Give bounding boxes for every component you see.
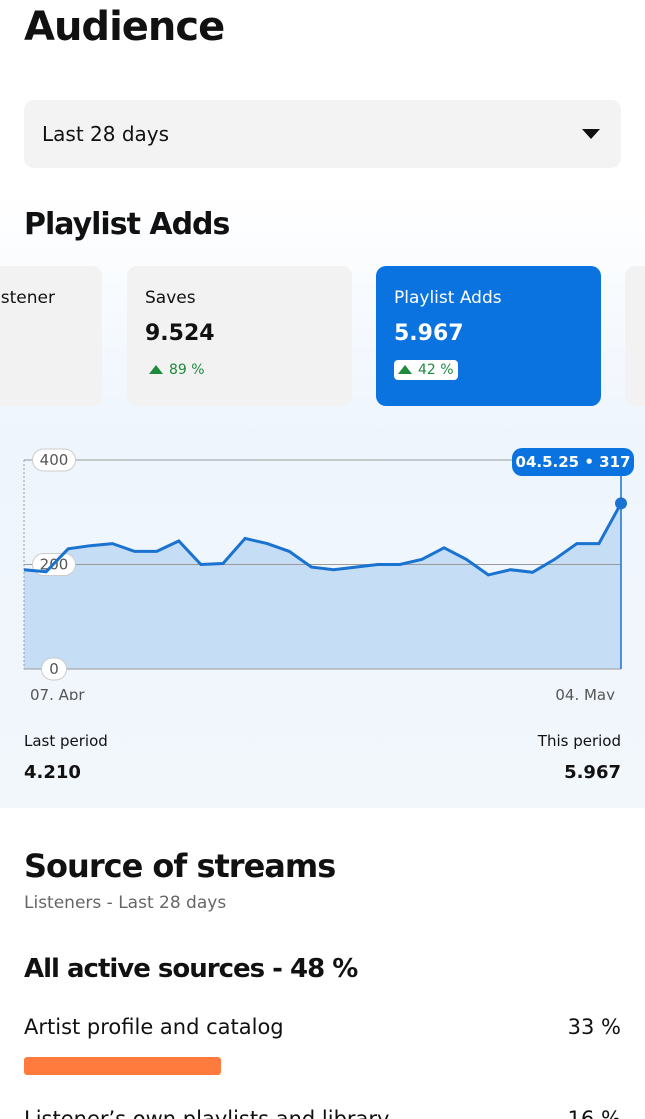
dropdown-arrow	[582, 129, 600, 139]
sources-title: Source of streams	[24, 847, 336, 885]
section-title: Playlist Adds	[24, 207, 230, 242]
card-label: Saves	[145, 288, 196, 308]
last-period-label: Last period	[24, 732, 108, 750]
x-tick-label: 07. Apr	[30, 686, 85, 700]
y-tick-label: 400	[40, 451, 69, 469]
card-value: 5.967	[394, 321, 464, 346]
date-dropdown[interactable]: Last 28 days	[24, 100, 621, 168]
tick-pill	[32, 448, 76, 472]
metric-card[interactable]: Saves 9.524 89 %	[127, 266, 352, 406]
card-value: 9.524	[145, 321, 215, 346]
card-label: Playlist Adds	[394, 288, 502, 308]
metric-card[interactable]: stener	[0, 266, 102, 406]
change-triangle	[149, 365, 163, 374]
source-percent: 33 %	[567, 1015, 621, 1039]
tooltip-bg	[512, 448, 634, 476]
last-period-value: 4.210	[24, 762, 81, 783]
change-value: 89 %	[169, 362, 205, 378]
change-value: 42 %	[418, 362, 454, 378]
change-triangle	[398, 365, 412, 374]
page-title: Audience	[24, 4, 225, 50]
x-tick-label: 04. May	[555, 686, 615, 700]
y-tick-label: 0	[49, 660, 59, 678]
card-change: 89 %	[145, 360, 209, 380]
metric-card[interactable]	[625, 266, 645, 406]
this-period-label: This period	[537, 732, 621, 750]
card-change: 42 %	[394, 360, 458, 380]
area	[24, 503, 621, 669]
source-name: Artist profile and catalog	[24, 1015, 284, 1039]
hover-point	[615, 497, 627, 510]
line	[23, 502, 623, 577]
this-period-value: 5.967	[564, 762, 621, 783]
card-label: stener	[0, 288, 55, 308]
tick-pill	[41, 657, 67, 681]
dropdown-value: Last 28 days	[42, 122, 170, 146]
source-percent: 16 %	[567, 1107, 621, 1119]
source-name: Listener’s own playlists and library	[24, 1107, 390, 1119]
sources-group-title: All active sources - 48 %	[24, 954, 358, 984]
sources-subtitle: Listeners - Last 28 days	[24, 893, 227, 913]
source-bar	[24, 1057, 221, 1075]
metric-card[interactable]: Playlist Adds 5.967 42 %	[376, 266, 601, 406]
tooltip: 04.5.25 • 317	[516, 453, 631, 471]
